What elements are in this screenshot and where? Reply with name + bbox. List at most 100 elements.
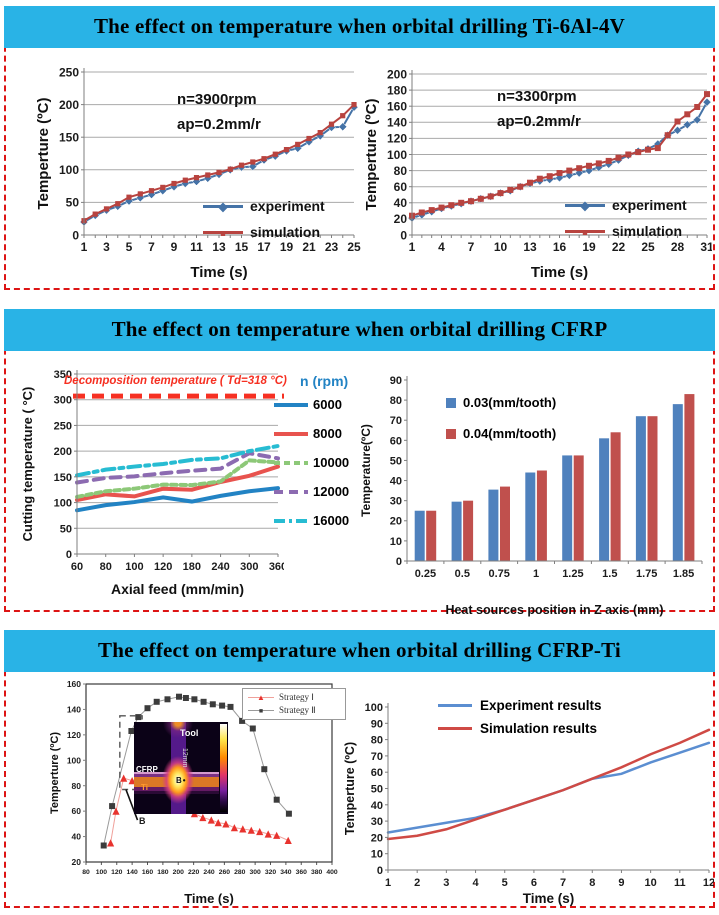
svg-text:80: 80 [100,561,112,573]
dimension-label: 12mm [181,748,188,768]
svg-text:1.85: 1.85 [673,568,694,580]
svg-text:Temperture (ºC): Temperture (ºC) [343,742,357,835]
chart-annotation: n=3300rpm ap=0.2mm/r [497,85,581,135]
svg-text:200: 200 [59,98,79,112]
legend-item-experiment-results: Experiment results [438,694,602,717]
dashed-green-line-sample [274,460,308,465]
legend-item-strategy1: Strategy Ⅰ [248,691,340,704]
svg-text:50: 50 [66,196,80,210]
experiment-line-sample [565,199,605,211]
svg-text:0: 0 [377,865,383,877]
legend-item-10000: 10000 [274,448,366,477]
blue-swatch-icon [446,397,456,408]
svg-text:90: 90 [371,718,383,730]
thermal-image [134,722,219,814]
svg-text:22: 22 [612,240,626,254]
svg-text:11: 11 [190,240,203,254]
svg-text:5: 5 [126,240,133,254]
svg-text:160: 160 [67,679,81,689]
annotation-line: ap=0.2mm/r [497,112,581,130]
svg-text:200: 200 [173,869,185,876]
svg-text:180: 180 [183,561,201,573]
svg-text:17: 17 [257,240,271,254]
line-chart-canvas: 1 3 5 7 9 11 13 15 17 19 21 23 25 0 50 100 150 200 250 Time… [32,56,362,287]
svg-text:240: 240 [203,869,215,876]
svg-text:140: 140 [126,869,138,876]
svg-text:25: 25 [641,240,655,254]
svg-text:140: 140 [387,116,407,130]
svg-text:30: 30 [371,816,383,828]
svg-text:90: 90 [390,375,402,387]
svg-text:4: 4 [438,240,445,254]
svg-text:0: 0 [396,556,402,568]
svg-text:60: 60 [394,180,408,194]
svg-text:20: 20 [371,832,383,844]
svg-text:50: 50 [60,523,72,535]
svg-text:3: 3 [103,240,110,254]
dashed-purple-line-sample [274,489,308,494]
svg-text:50: 50 [371,784,383,796]
svg-text:150: 150 [59,131,79,145]
svg-text:200: 200 [54,446,72,458]
svg-text:70: 70 [390,415,402,427]
legend-label: Simulation results [480,721,598,736]
svg-text:160: 160 [142,869,154,876]
svg-text:160: 160 [387,100,407,114]
chart-cfrp-ti-exp-sim: 1 2 3 4 5 6 7 8 9 10 11 12 0 10 20 30 40 50 60 70 80 90 100 Tim… [342,682,715,908]
legend-label: experiment [612,197,687,213]
svg-text:220: 220 [188,869,200,876]
svg-text:1: 1 [81,240,88,254]
legend-label: 8000 [313,426,342,441]
legend-label: 12000 [313,484,350,499]
legend-item-003: 0.03(mm/tooth) [446,387,556,418]
svg-text:50: 50 [390,455,402,467]
svg-text:80: 80 [72,781,82,791]
svg-text:4: 4 [472,877,479,889]
svg-text:6: 6 [531,877,537,889]
chart-ti64-3900rpm: 1 3 5 7 9 11 13 15 17 19 21 23 25 0 50 100 150 200 250 Time… [32,56,362,282]
triangle-marker-icon [257,693,265,702]
line-chart-canvas: 1 2 3 4 5 6 7 8 9 10 11 12 0 10 20 30 40 50 60 70 80 90 100 Tim… [342,682,715,913]
legend-label: 0.04(mm/tooth) [463,426,557,441]
svg-text:13: 13 [523,240,537,254]
svg-text:0: 0 [66,549,72,561]
legend-item-simulation: simulation [565,218,687,244]
svg-text:100: 100 [67,755,81,765]
legend-item-12000: 12000 [274,477,366,506]
legend-item-6000: 6000 [274,390,366,419]
chart-cfrp-heat-source-bars: 0.25 0.5 0.75 1 1.25 1.5 1.75 1.85 0 10 20 30 40 50 60… [354,363,710,617]
svg-text:40: 40 [394,196,408,210]
svg-text:10: 10 [645,877,657,889]
svg-text:60: 60 [390,435,402,447]
svg-text:20: 20 [390,516,402,528]
diamond-marker-icon [218,198,227,212]
legend-label: 10000 [313,455,350,470]
svg-text:1: 1 [409,240,416,254]
svg-text:350: 350 [54,369,72,381]
legend-label: Strategy Ⅱ [279,705,316,715]
svg-text:60: 60 [72,806,82,816]
decomposition-temperature-label: Decomposition temperature ( Td=318 °C) [64,375,287,387]
svg-text:19: 19 [280,240,294,254]
simulation-line-sample [565,225,605,237]
svg-text:Temperature(ºC): Temperature(ºC) [359,424,373,517]
svg-text:40: 40 [72,832,82,842]
svg-text:15: 15 [235,240,249,254]
svg-text:25: 25 [347,240,361,254]
legend-item-strategy2: Strategy Ⅱ [248,704,340,717]
svg-text:100: 100 [96,869,108,876]
annotation-line: ap=0.2mm/r [177,115,261,133]
svg-text:260: 260 [219,869,231,876]
svg-text:7: 7 [560,877,566,889]
chart-legend: experiment simulation [565,192,687,244]
svg-text:Time (s): Time (s) [190,264,247,281]
svg-text:70: 70 [371,751,383,763]
svg-text:80: 80 [390,395,402,407]
svg-text:8: 8 [589,877,595,889]
svg-text:9: 9 [171,240,178,254]
svg-text:360: 360 [296,869,308,876]
svg-text:60: 60 [71,561,83,573]
annotation-line: n=3900rpm [177,91,257,108]
svg-text:Axial feed (mm/min): Axial feed (mm/min) [111,581,244,597]
